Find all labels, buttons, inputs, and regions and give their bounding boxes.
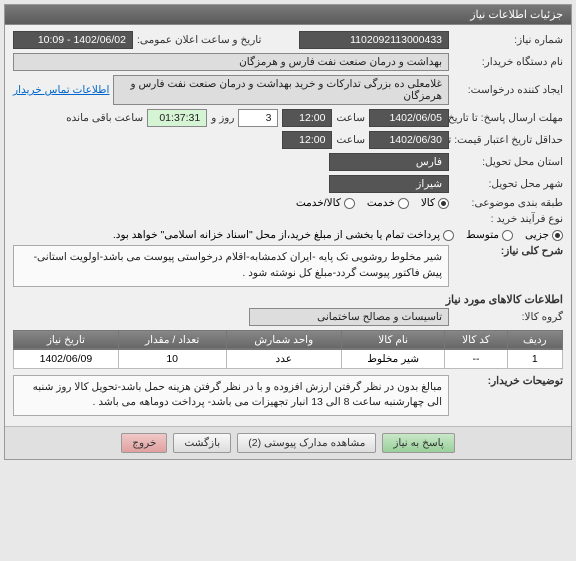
time-label-2: ساعت — [336, 134, 365, 146]
buyer-notes-label: توضیحات خریدار: — [453, 375, 563, 387]
days-left: 3 — [238, 109, 278, 127]
requester-label: ایجاد کننده درخواست: — [453, 84, 563, 96]
radio-dot-icon — [438, 198, 449, 209]
announce-label: تاریخ و ساعت اعلان عمومی: — [137, 34, 261, 46]
panel-title: جزئیات اطلاعات نیاز — [5, 5, 571, 25]
price-valid-label: حداقل تاریخ اعتبار قیمت: تا تاریخ: — [453, 134, 563, 146]
details-panel: جزئیات اطلاعات نیاز شماره نیاز: 11020921… — [4, 4, 572, 460]
items-section-label: اطلاعات کالاهای مورد نیاز — [13, 293, 563, 306]
day-label: روز و — [211, 112, 234, 124]
exit-button[interactable]: خروج — [121, 433, 167, 453]
time-label-1: ساعت — [336, 112, 365, 124]
subject-class-label: طبقه بندی موضوعی: — [453, 197, 563, 209]
process-label: نوع فرآیند خرید : — [453, 213, 563, 225]
buyer-value: بهداشت و درمان صنعت نفت فارس و هرمزگان — [13, 53, 449, 71]
items-table: ردیف کد کالا نام کالا واحد شمارش تعداد /… — [13, 330, 563, 369]
back-button[interactable]: بازگشت — [173, 433, 231, 453]
attachments-button[interactable]: مشاهده مدارک پیوستی (2) — [237, 433, 376, 453]
cell-code: -- — [445, 349, 507, 368]
remain-label: ساعت باقی مانده — [66, 112, 143, 124]
price-valid-time: 12:00 — [282, 131, 332, 149]
radio-service[interactable]: خدمت — [367, 197, 409, 209]
delivery-prov: فارس — [329, 153, 449, 171]
buyer-notes: مبالغ بدون در نظر گرفتن ارزش افزوده و با… — [13, 375, 449, 417]
deadline-label: مهلت ارسال پاسخ: تا تاریخ: — [453, 112, 563, 124]
general-desc-label: شرح کلی نیاز: — [453, 245, 563, 257]
table-row[interactable]: 1 -- شیر مخلوط عدد 10 1402/06/09 — [14, 349, 563, 368]
cell-qty: 10 — [118, 349, 226, 368]
delivery-prov-label: استان محل تحویل: — [453, 156, 563, 168]
radio-dot-icon — [398, 198, 409, 209]
radio-dot-icon — [344, 198, 355, 209]
need-no-value: 1102092113000433 — [299, 31, 449, 49]
button-row: پاسخ به نیاز مشاهده مدارک پیوستی (2) باز… — [5, 426, 571, 459]
radio-medium[interactable]: متوسط — [466, 229, 513, 241]
buyer-label: نام دستگاه خریدار: — [453, 56, 563, 68]
group-label: گروه کالا: — [453, 311, 563, 323]
col-unit: واحد شمارش — [226, 330, 342, 349]
subject-class-group: کالا خدمت کالا/خدمت — [296, 197, 449, 209]
general-desc: شیر مخلوط روشویی تک پایه -ایران کدمشابه-… — [13, 245, 449, 287]
col-row: ردیف — [507, 330, 562, 349]
delivery-city-label: شهر محل تحویل: — [453, 178, 563, 190]
delivery-city: شیراز — [329, 175, 449, 193]
cell-unit: عدد — [226, 349, 342, 368]
col-name: نام کالا — [342, 330, 445, 349]
countdown: 01:37:31 — [147, 109, 207, 127]
requester-value: غلامعلی ده بزرگی تدارکات و خرید بهداشت و… — [113, 75, 449, 105]
radio-note[interactable]: پرداخت تمام یا بخشی از مبلغ خرید،از محل … — [113, 229, 454, 241]
deadline-time: 12:00 — [282, 109, 332, 127]
radio-dot-icon — [502, 230, 513, 241]
radio-partial[interactable]: جزیی — [525, 229, 563, 241]
deadline-date: 1402/06/05 — [369, 109, 449, 127]
need-no-label: شماره نیاز: — [453, 34, 563, 46]
cell-row: 1 — [507, 349, 562, 368]
price-valid-date: 1402/06/30 — [369, 131, 449, 149]
cell-name: شیر مخلوط — [342, 349, 445, 368]
col-date: تاریخ نیاز — [14, 330, 119, 349]
col-code: کد کالا — [445, 330, 507, 349]
radio-goods-service[interactable]: کالا/خدمت — [296, 197, 355, 209]
radio-goods[interactable]: کالا — [421, 197, 449, 209]
col-qty: تعداد / مقدار — [118, 330, 226, 349]
contact-link[interactable]: اطلاعات تماس خریدار — [13, 84, 109, 96]
cell-date: 1402/06/09 — [14, 349, 119, 368]
announce-value: 1402/06/02 - 10:09 — [13, 31, 133, 49]
radio-dot-icon — [443, 230, 454, 241]
radio-dot-icon — [552, 230, 563, 241]
respond-button[interactable]: پاسخ به نیاز — [382, 433, 454, 453]
group-value: تاسیسات و مصالح ساختمانی — [249, 308, 449, 326]
process-group: جزیی متوسط پرداخت تمام یا بخشی از مبلغ خ… — [113, 229, 563, 241]
